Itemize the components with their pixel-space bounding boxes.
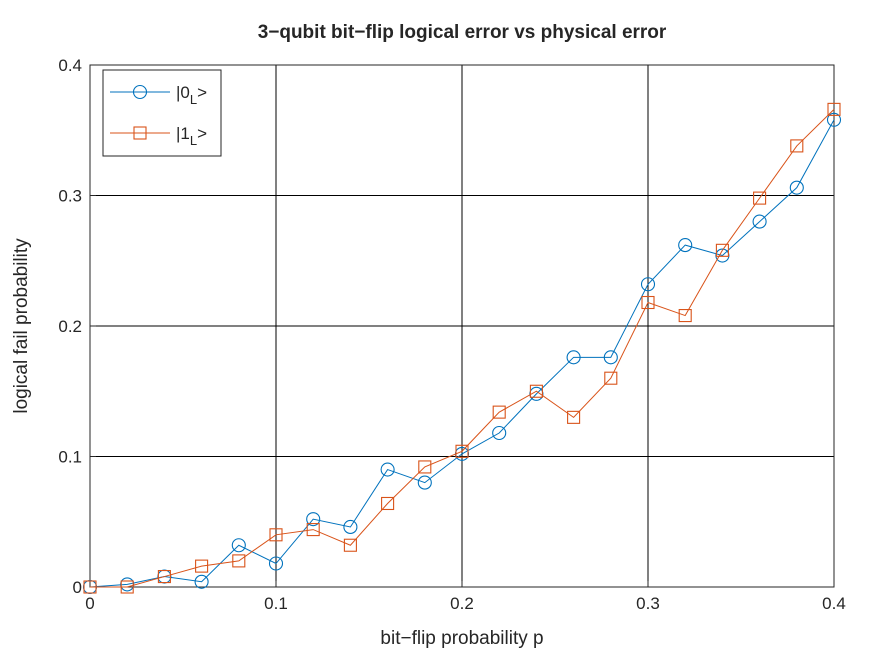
y-tick-label: 0.1	[58, 448, 82, 467]
series-1-point	[195, 559, 209, 573]
series-0-point	[492, 425, 507, 441]
legend-label-1: |1L>	[176, 124, 207, 148]
x-tick-label: 0.3	[636, 594, 660, 613]
series-0-point	[268, 556, 284, 571]
series-1-point	[529, 384, 543, 398]
series-1-point	[790, 139, 804, 153]
series-1-line	[90, 109, 835, 588]
series-1-point	[381, 496, 395, 511]
y-axis-label: logical fail probability	[11, 238, 32, 414]
series-1-point	[753, 191, 767, 205]
series-0-point	[194, 574, 209, 589]
grid	[90, 65, 834, 587]
series-0-point	[343, 519, 358, 535]
series-0-point	[566, 350, 581, 365]
x-tick-label: 0.1	[264, 594, 288, 613]
series-0-point	[640, 277, 656, 292]
series-1-point	[455, 444, 469, 458]
y-tick-label: 0.4	[58, 56, 82, 75]
series-1-point	[269, 528, 283, 542]
legend: |0L> |1L>	[102, 69, 222, 157]
series-0-point	[752, 214, 767, 229]
series-0-point	[231, 538, 246, 553]
legend-marker-0	[132, 84, 148, 100]
y-tick-label: 0.3	[58, 187, 82, 206]
series-1-point	[306, 523, 320, 537]
series-1-point	[492, 405, 506, 419]
series-0-point	[380, 462, 395, 477]
legend-marker-1	[133, 126, 147, 140]
series-1-point	[343, 538, 357, 552]
x-tick-label: 0	[85, 594, 94, 613]
series-0-point	[826, 112, 842, 127]
series-1-point	[827, 102, 841, 116]
x-tick-label: 0.4	[822, 594, 846, 613]
y-tick-label: 0	[73, 578, 82, 597]
series-1-point	[120, 580, 134, 594]
y-tick-label: 0.2	[58, 317, 82, 336]
series-0-line	[89, 119, 835, 588]
series-1-point	[604, 371, 618, 385]
series-1-point	[715, 243, 729, 257]
legend-box	[102, 69, 222, 157]
series-1-point	[83, 580, 97, 594]
series-1-point	[641, 295, 655, 310]
series-0-point	[789, 180, 804, 195]
chart-title: 3−qubit bit−flip logical error vs physic…	[258, 22, 667, 43]
series-0-point	[603, 350, 618, 365]
series-1-point	[418, 460, 432, 474]
x-axis-label: bit−flip probability p	[380, 628, 543, 649]
series-0-point	[306, 512, 321, 527]
series-1-point	[567, 410, 581, 424]
series-1-point	[157, 570, 171, 584]
series-1-point	[678, 309, 692, 323]
series-0-point	[417, 475, 432, 490]
series	[82, 102, 842, 595]
x-tick-label: 0.2	[450, 594, 474, 613]
legend-label-0: |0L>	[176, 83, 207, 107]
series-0-point	[678, 238, 693, 253]
series-1	[83, 102, 841, 594]
series-1-point	[232, 554, 246, 568]
